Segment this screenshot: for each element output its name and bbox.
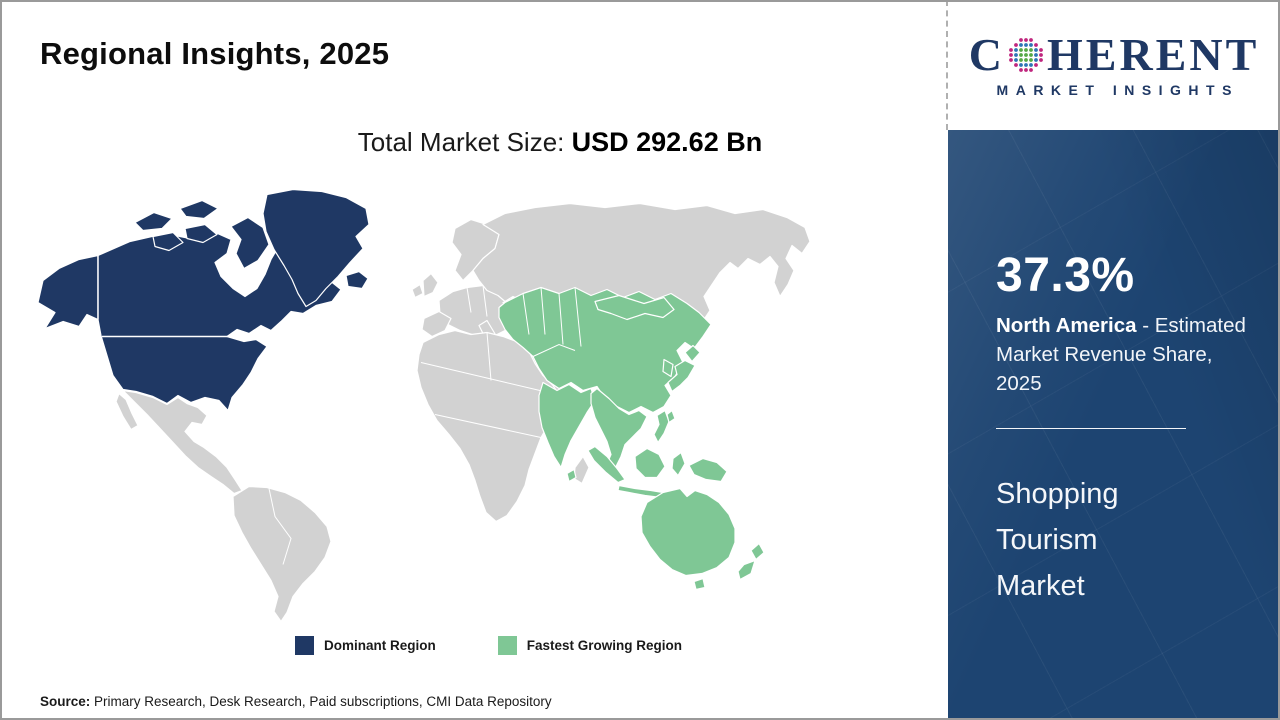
map-fastest-growing-region <box>498 286 765 591</box>
page-title: Regional Insights, 2025 <box>40 36 390 71</box>
world-map <box>35 183 825 631</box>
globe-icon <box>1009 38 1043 72</box>
world-map-svg <box>37 188 811 623</box>
market-share-metric: - Estimated Market Revenue Share, 2025 <box>996 314 1246 395</box>
dominant-region-swatch <box>295 636 314 655</box>
fastest-growing-region-label: Fastest Growing Region <box>526 638 683 653</box>
dominant-region-label: Dominant Region <box>324 638 436 653</box>
logo-letters-herent: HERENT <box>1046 29 1260 80</box>
total-market-size: Total Market Size: USD 292.62 Bn <box>160 127 960 158</box>
total-market-size-label: Total Market Size: <box>357 127 572 157</box>
map-country-borders-gray <box>268 285 558 565</box>
logo-dashed-separator <box>946 0 948 130</box>
sidebar-content: 37.3% North America - Estimated Market R… <box>948 248 1280 609</box>
highlight-sidebar: 37.3% North America - Estimated Market R… <box>948 130 1280 720</box>
source-line: Source: Primary Research, Desk Research,… <box>40 694 552 709</box>
source-text: Primary Research, Desk Research, Paid su… <box>90 694 552 709</box>
total-market-size-value: USD 292.62 Bn <box>571 127 763 157</box>
market-share-value: 37.3% <box>996 249 1135 302</box>
source-label: Source: <box>40 694 91 709</box>
map-country-borders-green <box>522 287 582 357</box>
legend-item-growing: Fastest Growing Region <box>497 636 683 655</box>
logo-subtitle: MARKET INSIGHTS <box>996 82 1239 98</box>
logo-letter-c: C <box>968 29 1005 80</box>
legend-item-dominant: Dominant Region <box>295 636 436 655</box>
fastest-growing-region-swatch <box>497 636 517 655</box>
logo-wordmark: C HERENT <box>969 32 1260 78</box>
company-logo: C HERENT MARKET INSIGHTS <box>948 0 1280 130</box>
map-dominant-region <box>37 188 370 412</box>
sidebar-divider <box>996 428 1186 429</box>
market-name: Shopping Tourism Market <box>996 478 1119 602</box>
market-share-region: North America <box>996 314 1137 337</box>
map-legend: Dominant Region Fastest Growing Region <box>295 636 682 655</box>
market-share-description: North America - Estimated Market Revenue… <box>996 311 1251 398</box>
map-country-borders-navy <box>97 255 268 347</box>
